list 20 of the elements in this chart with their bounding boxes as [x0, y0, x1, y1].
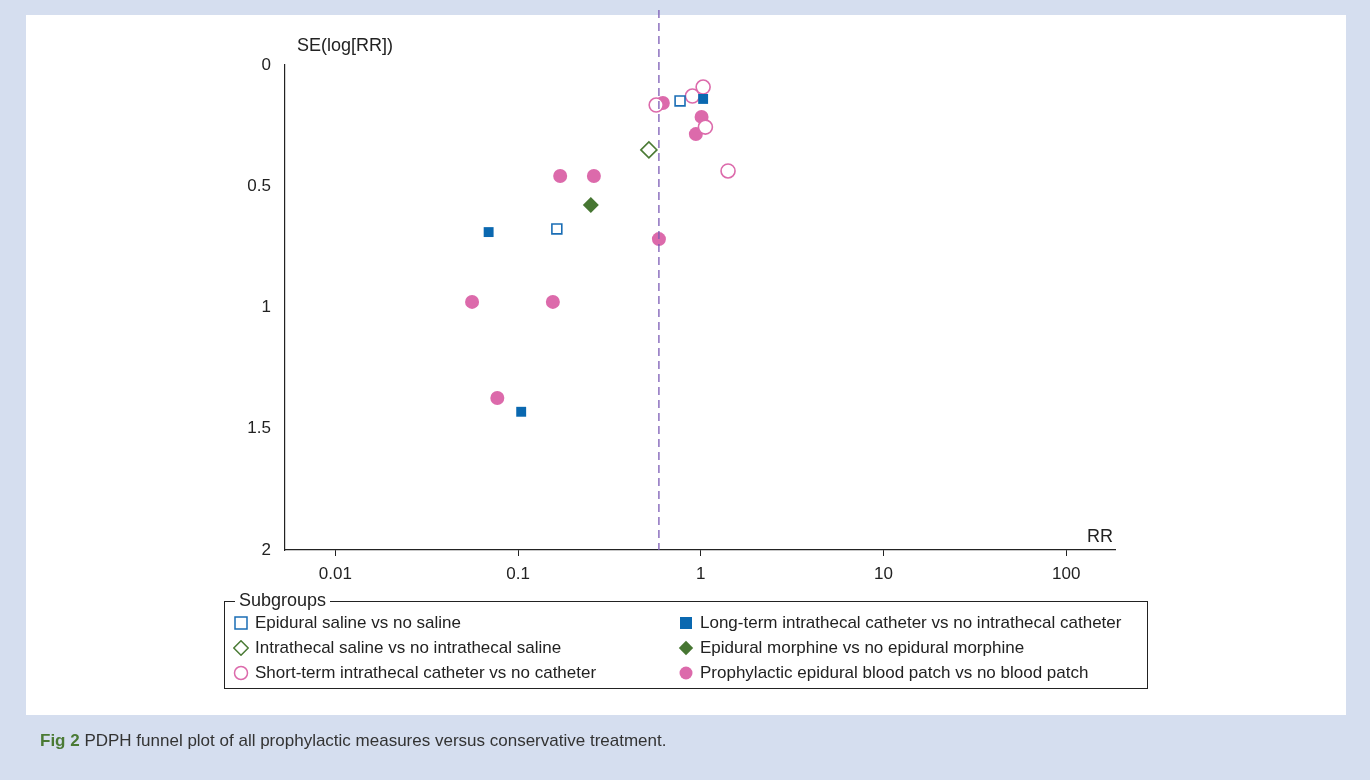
y-tick-label: 1.5	[247, 418, 271, 438]
x-tick-label: 10	[874, 563, 893, 583]
x-tick-label: 1	[696, 563, 706, 583]
legend-label: Prophylactic epidural blood patch vs no blood patch	[700, 662, 1089, 683]
y-tick-label: 0	[261, 54, 271, 74]
legend-label: Epidural morphine vs no epidural morphine	[700, 637, 1025, 658]
y-tick-label: 0.5	[247, 175, 271, 195]
caption: Fig 2 PDPH funnel plot of all prophylactic measures versus conservative treatment.	[40, 731, 667, 751]
legend-title: Subgroups	[235, 590, 331, 611]
y-tick-label: 2	[261, 539, 271, 559]
legend-label: Intrathecal saline vs no intrathecal saline	[255, 637, 562, 658]
x-tick-label: 100	[1052, 563, 1081, 583]
x-axis-title: RR	[1087, 525, 1113, 546]
y-axis-title: SE(log[RR])	[297, 34, 394, 55]
x-tick-label: 0.1	[506, 563, 530, 583]
x-tick-label: 0.01	[318, 563, 352, 583]
legend-label: Long-term intrathecal catheter vs no intrathecal catheter	[700, 612, 1122, 633]
legend-label: Epidural saline vs no saline	[255, 612, 462, 633]
y-tick-label: 1	[261, 297, 271, 317]
legend-label: Short-term intrathecal catheter vs no catheter	[255, 662, 597, 683]
